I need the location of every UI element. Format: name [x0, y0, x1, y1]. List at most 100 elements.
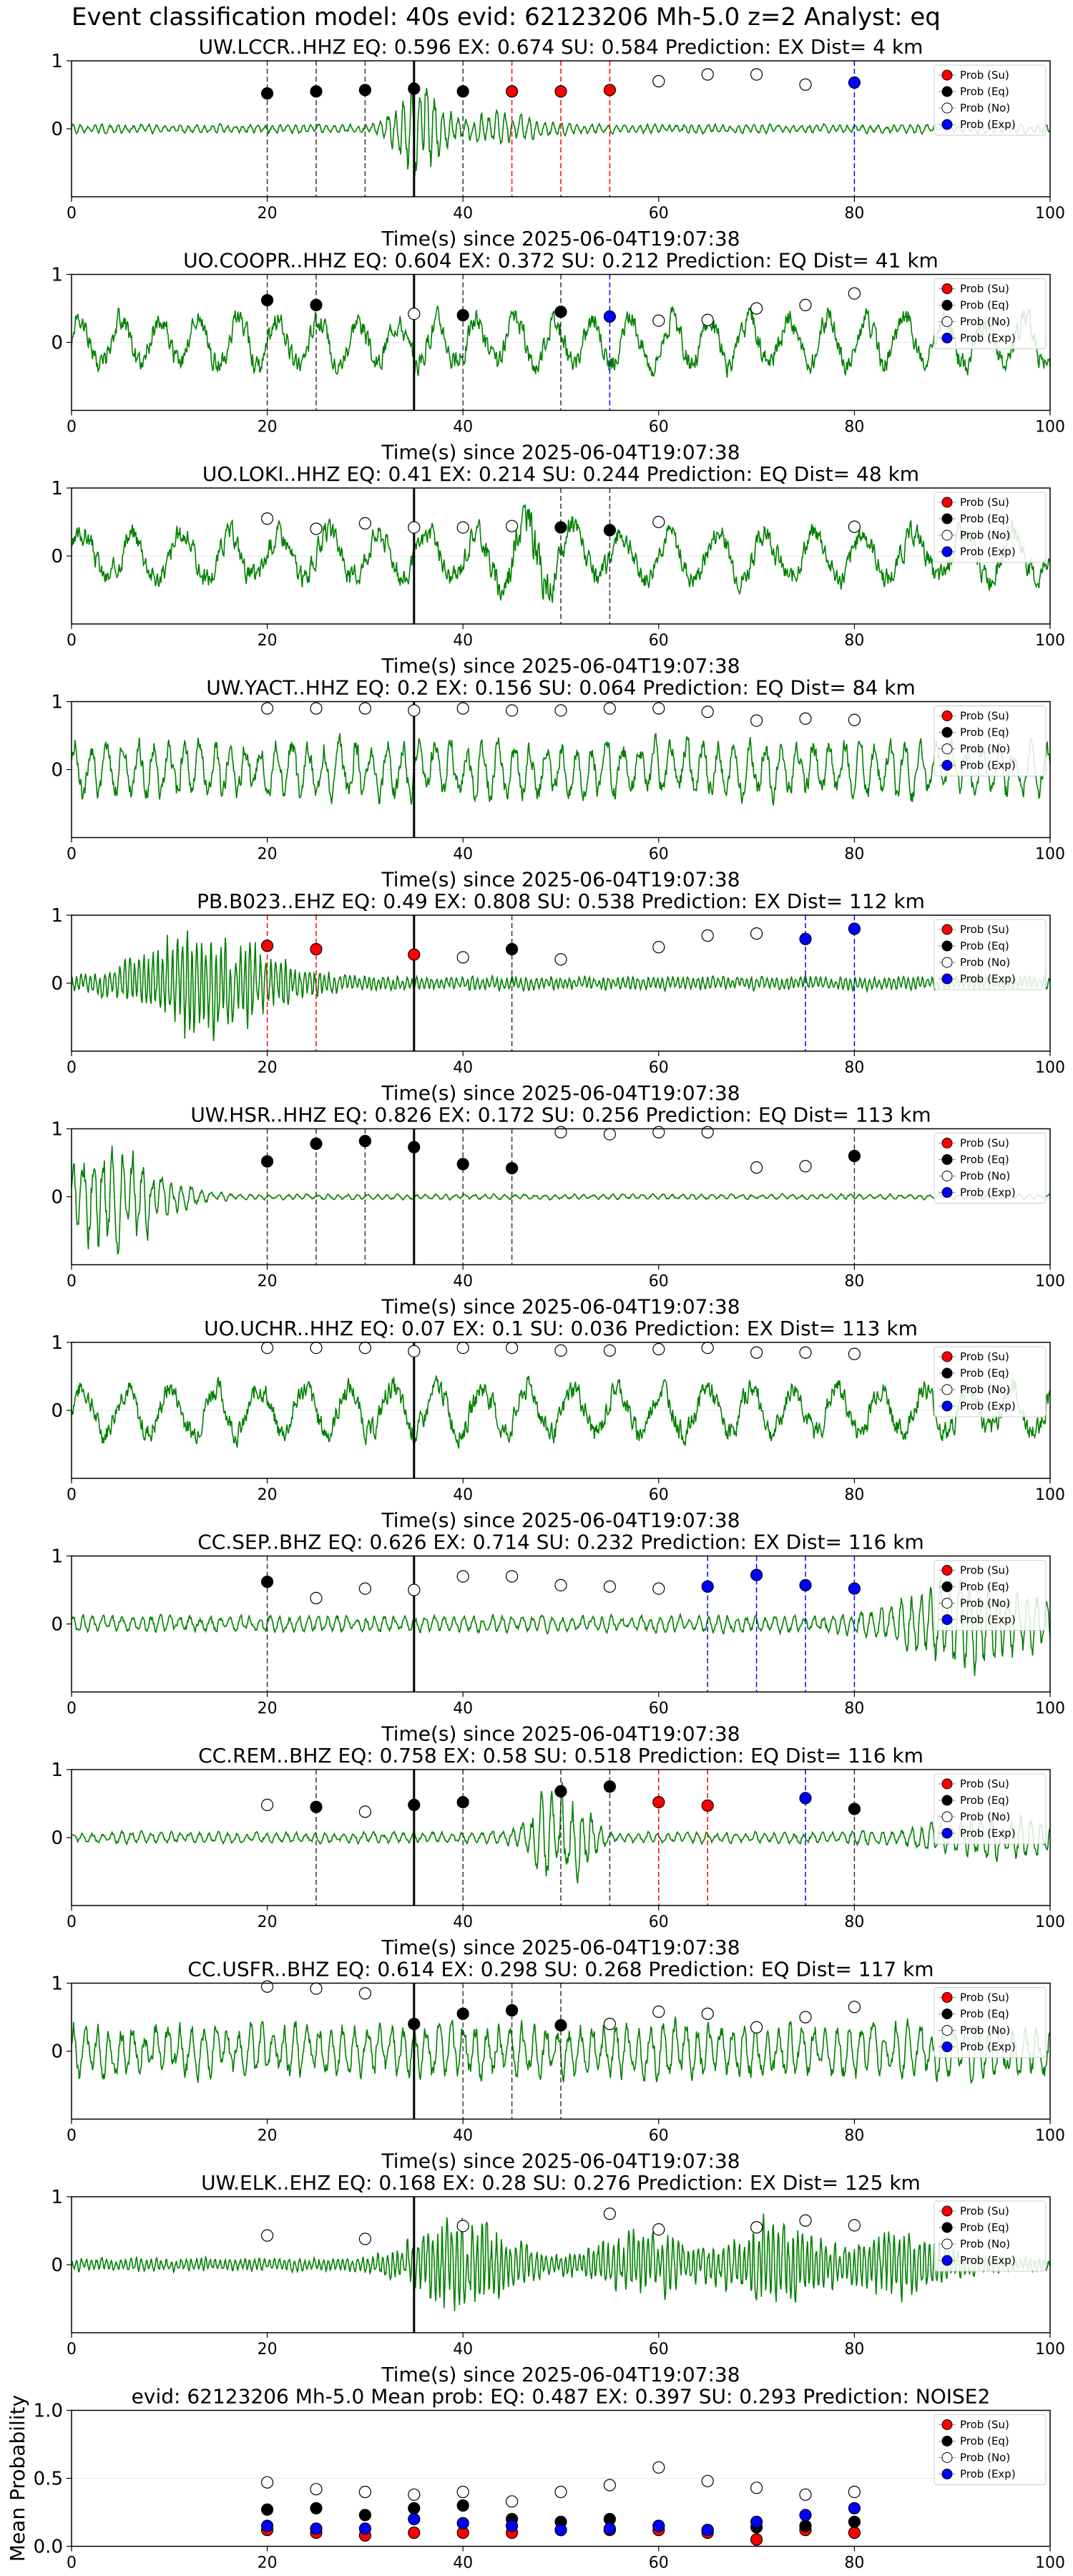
prob-point-no	[653, 76, 665, 87]
legend-label: Prob (No)	[960, 743, 1010, 756]
prob-point-eq	[408, 1141, 420, 1153]
y-ticks: 01	[51, 1760, 72, 1849]
station-panel: CC.USFR..BHZ EQ: 0.614 EX: 0.298 SU: 0.2…	[51, 1958, 1065, 2173]
y-ticks: 01	[51, 1546, 72, 1636]
mean-point-no	[800, 2489, 811, 2500]
legend-marker-eq	[942, 1795, 952, 1805]
prob-point-no	[262, 1799, 273, 1810]
legend-marker-no	[942, 103, 952, 113]
prob-point-exp	[848, 1583, 860, 1594]
panel-title: PB.B023..EHZ EQ: 0.49 EX: 0.808 SU: 0.53…	[197, 889, 925, 913]
legend-marker-eq	[942, 1368, 952, 1378]
y-tick-label: 1	[51, 265, 63, 286]
prob-point-su	[604, 84, 615, 96]
x-axis-label: Time(s) since 2025-06-04T19:07:38	[381, 1081, 740, 1105]
prob-point-no	[848, 521, 860, 532]
mean-point-su	[751, 2534, 763, 2545]
x-tick-label: 60	[649, 1486, 669, 1504]
prob-point-exp	[848, 77, 860, 88]
y-tick-label: 0	[51, 2255, 63, 2276]
station-panel: UO.COOPR..HHZ EQ: 0.604 EX: 0.372 SU: 0.…	[51, 249, 1065, 464]
y-tick-label: 0	[51, 1614, 63, 1636]
legend-marker-exp	[942, 1188, 952, 1198]
legend-label: Prob (Exp)	[960, 545, 1016, 558]
plot-area	[72, 1984, 1050, 2119]
prob-point-no	[604, 2019, 615, 2030]
y-axis-label: Mean Probability	[6, 2395, 29, 2562]
y-tick-label: 0	[51, 973, 63, 995]
panel-title: CC.SEP..BHZ EQ: 0.626 EX: 0.714 SU: 0.23…	[197, 1531, 924, 1554]
mean-point-exp	[555, 2524, 567, 2536]
x-tick-label: 100	[1035, 2127, 1065, 2145]
y-tick-label: 1	[51, 1332, 63, 1354]
legend: Prob (Su)Prob (Eq)Prob (No)Prob (Exp)	[934, 706, 1046, 776]
prob-point-eq	[359, 1136, 371, 1147]
station-panel: UW.YACT..HHZ EQ: 0.2 EX: 0.156 SU: 0.064…	[51, 676, 1065, 892]
x-tick-label: 20	[258, 2127, 278, 2145]
prob-point-no	[262, 1981, 273, 1992]
station-panel: UO.UCHR..HHZ EQ: 0.07 EX: 0.1 SU: 0.036 …	[51, 1317, 1065, 1532]
prob-point-no	[800, 2215, 811, 2226]
prob-point-su	[310, 944, 322, 955]
x-ticks: 0 20 40 60 80 100	[67, 411, 1065, 436]
panel-title: UW.HSR..HHZ EQ: 0.826 EX: 0.172 SU: 0.25…	[190, 1103, 931, 1127]
prob-point-no	[359, 703, 371, 714]
x-tick-label: 60	[649, 632, 669, 650]
legend-marker-su	[942, 1138, 952, 1148]
legend-marker-no	[942, 2026, 952, 2036]
prob-point-no	[653, 1344, 665, 1355]
mean-point-eq	[408, 2502, 420, 2514]
y-tick-label: 0	[51, 2041, 63, 2063]
legend-marker-su	[942, 284, 952, 294]
y-tick-label: 1	[51, 478, 63, 499]
x-tick-label: 40	[453, 1273, 473, 1291]
legend-label: Prob (Exp)	[960, 1827, 1016, 1840]
legend: Prob (Su)Prob (Eq)Prob (No)Prob (Exp)	[934, 919, 1046, 990]
mean-point-no	[408, 2489, 420, 2500]
x-axis-label: Time(s) since 2025-06-04T19:07:38	[381, 1295, 740, 1319]
legend-label: Prob (Exp)	[960, 1400, 1016, 1413]
prob-point-no	[604, 1128, 615, 1140]
y-ticks: 0.00.51.0	[34, 2401, 72, 2558]
prob-point-eq	[555, 2019, 567, 2031]
legend-marker-exp	[942, 2255, 952, 2265]
prob-point-eq	[457, 1797, 469, 1808]
legend-label: Prob (Eq)	[960, 85, 1009, 98]
prob-point-no	[457, 522, 469, 533]
legend-label: Prob (Eq)	[960, 2435, 1009, 2448]
x-tick-label: 20	[258, 2341, 278, 2358]
prob-point-exp	[604, 311, 615, 322]
x-tick-label: 60	[649, 205, 669, 223]
x-ticks: 0 20 40 60 80 100	[67, 624, 1065, 650]
prob-point-eq	[604, 525, 615, 536]
legend-marker-eq	[942, 941, 952, 951]
legend-label: Prob (No)	[960, 2024, 1010, 2037]
panel-title: evid: 62123206 Mh-5.0 Mean prob: EQ: 0.4…	[132, 2385, 991, 2409]
legend-label: Prob (Su)	[960, 69, 1009, 82]
mean-point-exp	[262, 2520, 273, 2532]
x-tick-label: 60	[649, 846, 669, 864]
waveform-trace	[72, 930, 1050, 1041]
y-tick-label: 1	[51, 2187, 63, 2208]
mean-point-no	[310, 2484, 322, 2495]
legend-label: Prob (Su)	[960, 1350, 1009, 1363]
x-tick-label: 20	[258, 205, 278, 223]
y-tick-label: 0	[51, 119, 63, 140]
x-tick-label: 40	[453, 632, 473, 650]
legend-label: Prob (No)	[960, 2238, 1010, 2250]
prob-point-no	[408, 1584, 420, 1596]
prob-point-no	[702, 2008, 713, 2019]
prob-point-eq	[506, 2005, 518, 2016]
legend-marker-su	[942, 1352, 952, 1362]
plot-area	[72, 1129, 1050, 1265]
legend-label: Prob (No)	[960, 529, 1010, 542]
y-tick-label: 1	[51, 905, 63, 927]
legend-label: Prob (Eq)	[960, 726, 1009, 739]
legend-label: Prob (Exp)	[960, 1186, 1016, 1199]
x-tick-label: 80	[844, 2341, 864, 2358]
legend-marker-exp	[942, 1615, 952, 1625]
legend-label: Prob (Eq)	[960, 940, 1009, 952]
x-tick-label: 40	[453, 1700, 473, 1718]
prob-point-no	[800, 713, 811, 724]
mean-point-eq	[310, 2502, 322, 2514]
